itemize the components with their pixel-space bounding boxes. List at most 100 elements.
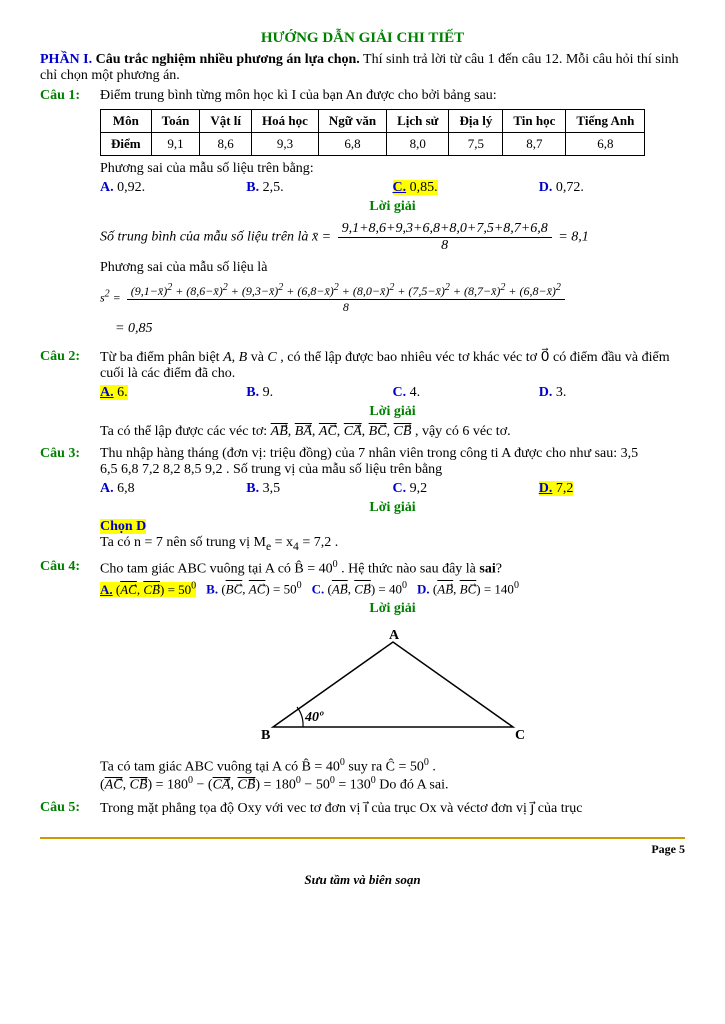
q1-sol1: Số trung bình của mẫu số liệu trên là x̄… [100,221,685,254]
t: Ta có n = 7 nên số trung vị M [100,535,266,550]
page-number: Page 5 [40,842,685,857]
opt-b-label: B. [246,180,259,195]
q2-label: Câu 2: [40,349,100,440]
q1-sol2-pre: Phương sai của mẫu số liệu là [100,260,685,276]
t: và [247,350,267,365]
t: Ta có tam giác ABC vuông tại A có B̂ = 4… [100,759,340,774]
table-header: Ngữ văn [318,110,386,133]
q3-text2: 6,5 6,8 7,2 8,2 8,5 9,2 . Số trung vị củ… [100,462,685,478]
question-1: Câu 1: Điểm trung bình từng môn học kì I… [40,88,685,343]
section-label: PHẦN I. [40,52,92,67]
opt-a-label: A. [100,180,114,195]
q1-options: A. 0,92. B. 2,5. C. 0,85. D. 0,72. [100,180,685,196]
opt-c: 9,2 [410,481,428,496]
opt-c: 4. [410,385,421,400]
q1-label: Câu 1: [40,88,100,343]
page-title: HƯỚNG DẪN GIẢI CHI TIẾT [40,30,685,47]
table-header: Hoá học [252,110,319,133]
t: Do đó A sai. [376,778,449,793]
opt-a-label: A. [100,582,113,597]
q4-options: A. (AC⃗, CB⃗) = 500 B. (BC⃗, AC⃗) = 500 … [100,580,685,597]
t: , vậy có 6 véc tơ. [415,424,511,439]
q4-sol1: Ta có tam giác ABC vuông tại A có B̂ = 4… [100,757,685,776]
opt-d-label: D. [539,180,553,195]
question-4: Câu 4: Cho tam giác ABC vuông tại A có B… [40,559,685,794]
table-cell: 6,8 [318,133,386,156]
q1-text: Điểm trung bình từng môn học kì I của bạ… [100,88,685,104]
opt-d-label: D. [417,582,430,597]
footer-line [40,837,685,839]
opt-b: 9. [263,385,274,400]
t: , có thể lập được bao nhiêu véc tơ khác … [277,350,541,365]
opt-c-label: C. [312,582,325,597]
opt-d-label: D. [539,481,553,496]
q1-subtext: Phương sai của mẫu số liệu trên bằng: [100,161,685,177]
opt-c-label: C. [393,481,407,496]
sol-res: = 8,1 [558,230,588,245]
t: Ta có thể lập được các véc tơ: [100,424,271,439]
opt-a: 6,8 [117,481,135,496]
loigiai: Lời giải [100,500,685,516]
t: Từ ba điểm phân biệt [100,350,223,365]
t: Cho tam giác ABC vuông tại A có B̂ = 40 [100,561,333,576]
t: . Hệ thức nào sau đây là [338,561,480,576]
sol-text: Số trung bình của mẫu số liệu trên là [100,230,312,245]
opt-d: 0,72. [556,180,584,195]
table-cell: Điểm [101,133,152,156]
opt-b-label: B. [206,582,218,597]
q2-sol: Ta có thể lập được các véc tơ: AB⃗, BA⃗,… [100,423,685,440]
opt-a-label: A. [100,481,114,496]
loigiai: Lời giải [100,601,685,617]
opt-d-label: D. [539,385,553,400]
loigiai: Lời giải [100,199,685,215]
q3-sol: Ta có n = 7 nên số trung vị Me = x4 = 7,… [100,535,685,553]
frac-den: 8 [338,238,552,254]
q3-options: A. 6,8 B. 3,5 C. 9,2 D. 7,2 [100,481,685,497]
q2-text: Từ ba điểm phân biệt A, B và C , có thể … [100,349,685,382]
q1-sol2-res: = 0,85 [115,321,685,337]
q3-chon: Chọn D [100,519,685,535]
table-cell: 7,5 [449,133,503,156]
opt-c-label: C. [393,385,407,400]
table-header: Tin học [503,110,566,133]
q5-label: Câu 5: [40,800,100,817]
opt-c-label: C. [393,180,407,195]
t: sai [479,561,495,576]
q5-text: Trong mặt phẳng tọa độ Oxy với vec tơ đơ… [100,800,685,817]
opt-b: 2,5. [263,180,284,195]
opt-d: 3. [556,385,567,400]
q3-text1: Thu nhập hàng tháng (đơn vị: triệu đồng)… [100,446,685,462]
question-2: Câu 2: Từ ba điểm phân biệt A, B và C , … [40,349,685,440]
q2-options: A. 6. B. 9. C. 4. D. 3. [100,385,685,401]
table-header: Toán [151,110,200,133]
frac-num: 9,1+8,6+9,3+6,8+8,0+7,5+8,7+6,8 [338,221,552,238]
q1-table: Môn Toán Vật lí Hoá học Ngữ văn Lịch sử … [100,109,645,156]
opt-a-label: A. [100,385,114,400]
table-header: Lịch sử [387,110,449,133]
vertex-b: B [261,728,270,743]
loigiai: Lời giải [100,404,685,420]
table-cell: 8,6 [200,133,252,156]
opt-c: 0,85. [410,180,438,195]
vertex-c: C [515,728,525,743]
t: = x [271,535,293,550]
table-header: Địa lý [449,110,503,133]
opt-b-label: B. [246,481,259,496]
opt-a: 6. [117,385,128,400]
table-cell: 9,1 [151,133,200,156]
table-header: Tiếng Anh [566,110,645,133]
opt-b: 3,5 [263,481,281,496]
angle-label: 40º [304,710,324,725]
table-cell: 9,3 [252,133,319,156]
q1-sol2: s2 = (9,1−x̄)2 + (8,6−x̄)2 + (9,3−x̄)2 +… [100,282,685,315]
section-bold: Câu trắc nghiệm nhiều phương án lựa chọn… [96,52,360,67]
question-5: Câu 5: Trong mặt phẳng tọa độ Oxy với ve… [40,800,685,817]
table-cell: 8,0 [387,133,449,156]
footer-text: Sưu tầm và biên soạn [40,872,685,888]
table-cell: 8,7 [503,133,566,156]
table-header: Vật lí [200,110,252,133]
q4-sol2: (AC⃗, CB⃗) = 1800 − (CA⃗, CB⃗) = 1800 − … [100,775,685,794]
t: = 7,2 . [299,535,338,550]
opt-b-label: B. [246,385,259,400]
triangle-diagram: A B C 40º [253,627,533,747]
